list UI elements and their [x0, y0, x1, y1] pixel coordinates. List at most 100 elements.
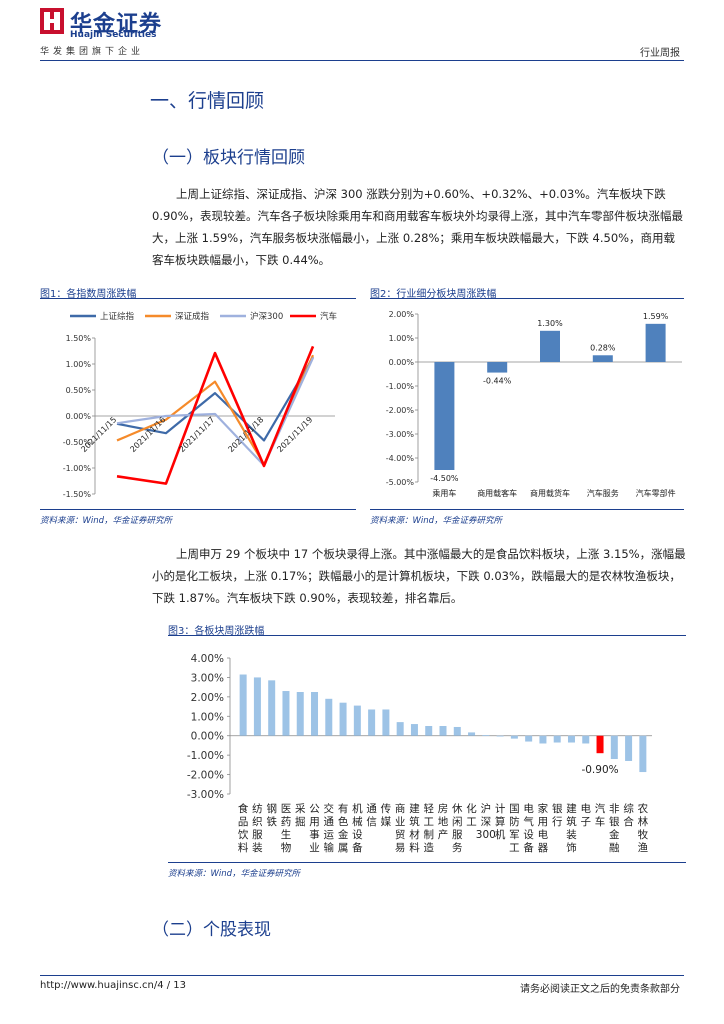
- bar: [496, 735, 504, 737]
- x-tick-label: 商: [395, 802, 406, 815]
- bar: [339, 702, 347, 736]
- bar: [382, 709, 390, 736]
- x-tick-label: 属: [338, 842, 349, 854]
- figure-divider: [370, 509, 684, 510]
- x-tick-label: 贸: [395, 829, 406, 841]
- x-tick-label: 造: [423, 841, 434, 854]
- bar: [553, 735, 561, 743]
- y-tick-label: 0.00%: [389, 358, 415, 367]
- x-tick-label: 工: [423, 816, 434, 828]
- bar: [645, 323, 666, 362]
- x-tick-label: 电: [581, 802, 592, 815]
- x-tick-label: 非: [609, 803, 620, 815]
- report-type: 行业周报: [640, 48, 680, 59]
- x-tick-label: 300: [476, 829, 496, 841]
- subsection-title: （一）板块行情回顾: [152, 148, 305, 168]
- x-tick-label: 事: [309, 828, 320, 841]
- x-tick-label: 业: [309, 842, 320, 854]
- bar: [625, 735, 633, 761]
- series-line: [116, 356, 314, 442]
- brand-tagline: 华发集团旗下企业: [40, 47, 145, 57]
- bar: [239, 674, 247, 736]
- x-tick-label: 2021/11/18: [226, 415, 265, 454]
- paragraph-index-review: 上周上证综指、深证成指、沪深 300 涨跌分别为+0.60%、+0.32%、+0…: [152, 187, 684, 267]
- x-tick-label: 色: [338, 815, 349, 828]
- bar: [510, 735, 518, 739]
- x-tick-label: 建: [409, 802, 420, 815]
- x-tick-label: 商用载货车: [530, 488, 570, 498]
- y-tick-label: -1.00%: [63, 464, 92, 473]
- figure-source: 资料来源：Wind，华金证券研究所: [168, 869, 301, 879]
- x-tick-label: 机: [352, 802, 363, 815]
- figure-divider: [40, 298, 356, 299]
- bar: [434, 362, 455, 470]
- x-tick-label: 制: [423, 828, 434, 841]
- x-tick-label: 织: [252, 816, 263, 828]
- y-tick-label: 0.50%: [66, 386, 92, 395]
- x-tick-label: 筑: [409, 815, 420, 828]
- legend-label: 汽车: [320, 311, 337, 322]
- x-tick-label: 有: [338, 802, 349, 815]
- bar: [253, 677, 261, 736]
- section-title: 一、行情回顾: [150, 90, 265, 112]
- y-tick-label: -3.00%: [187, 789, 224, 801]
- x-tick-label: 轻: [423, 802, 434, 815]
- brand-logo-icon: [40, 8, 64, 34]
- x-tick-label: 银: [609, 815, 620, 828]
- bar: [487, 362, 508, 373]
- x-tick-label: 生: [281, 828, 292, 841]
- x-tick-label: 易: [395, 842, 406, 854]
- y-tick-label: 0.00%: [66, 412, 92, 421]
- header-divider: [40, 60, 684, 61]
- x-tick-label: 化: [466, 802, 477, 815]
- x-tick-label: 建: [566, 802, 577, 815]
- x-tick-label: 通: [324, 816, 335, 828]
- x-tick-label: 运: [324, 829, 335, 841]
- x-tick-label: 饰: [566, 841, 577, 854]
- x-tick-label: 备: [523, 841, 534, 854]
- y-tick-label: -0.50%: [63, 438, 92, 447]
- x-tick-label: 纺: [252, 802, 263, 815]
- index-change-line-chart: 1.50% 1.00% 0.50% 0.00% -0.50% -1.00% -1.50% 上证…: [63, 311, 337, 499]
- x-tick-label: 深: [481, 816, 492, 828]
- data-label: 1.59%: [643, 312, 669, 321]
- x-tick-label: 算: [495, 815, 506, 828]
- footer-url[interactable]: http://www.huajinsc.cn/4 / 13: [40, 980, 187, 991]
- y-tick-label: -2.00%: [386, 406, 415, 415]
- y-tick-label: 1.00%: [66, 360, 92, 369]
- x-tick-label: 药: [281, 816, 292, 828]
- bar: [368, 709, 376, 736]
- x-tick-label: 物: [281, 841, 292, 854]
- x-tick-label: 装: [566, 828, 577, 841]
- x-tick-label: 材: [409, 828, 420, 841]
- subsection-title: （二）个股表现: [152, 920, 271, 940]
- y-tick-label: 1.00%: [389, 334, 415, 343]
- y-tick-label: -1.00%: [187, 750, 224, 762]
- y-tick-label: 4.00%: [191, 653, 224, 665]
- x-tick-label: 输: [324, 841, 335, 854]
- x-tick-label: 饮: [238, 828, 249, 841]
- x-tick-label: 用: [309, 816, 320, 828]
- x-tick-label: 计: [495, 802, 506, 815]
- y-tick-label: 1.00%: [191, 711, 224, 723]
- x-tick-label: 工: [466, 816, 477, 828]
- bar: [282, 691, 290, 736]
- x-tick-label: 气: [523, 815, 534, 828]
- bar: [425, 726, 433, 736]
- x-tick-label: 电: [523, 802, 534, 815]
- x-tick-label: 媒: [381, 815, 392, 828]
- footer-disclaimer: 请务必阅读正文之后的免责条款部分: [520, 984, 680, 995]
- y-tick-label: 0.00%: [191, 731, 224, 743]
- x-tick-label: 通: [366, 803, 377, 815]
- series-line: [116, 357, 315, 467]
- bar: [582, 735, 590, 744]
- x-tick-label: 牧: [638, 828, 649, 841]
- x-tick-label: 装: [252, 841, 263, 854]
- figure-caption: 图2：行业细分板块周涨跌幅: [370, 289, 497, 300]
- x-tick-label: 械: [352, 815, 363, 828]
- figure-divider: [168, 635, 686, 636]
- bar: [296, 692, 304, 736]
- x-tick-label: 沪: [481, 802, 492, 815]
- figure-divider: [168, 862, 686, 863]
- x-tick-label: 务: [452, 841, 463, 854]
